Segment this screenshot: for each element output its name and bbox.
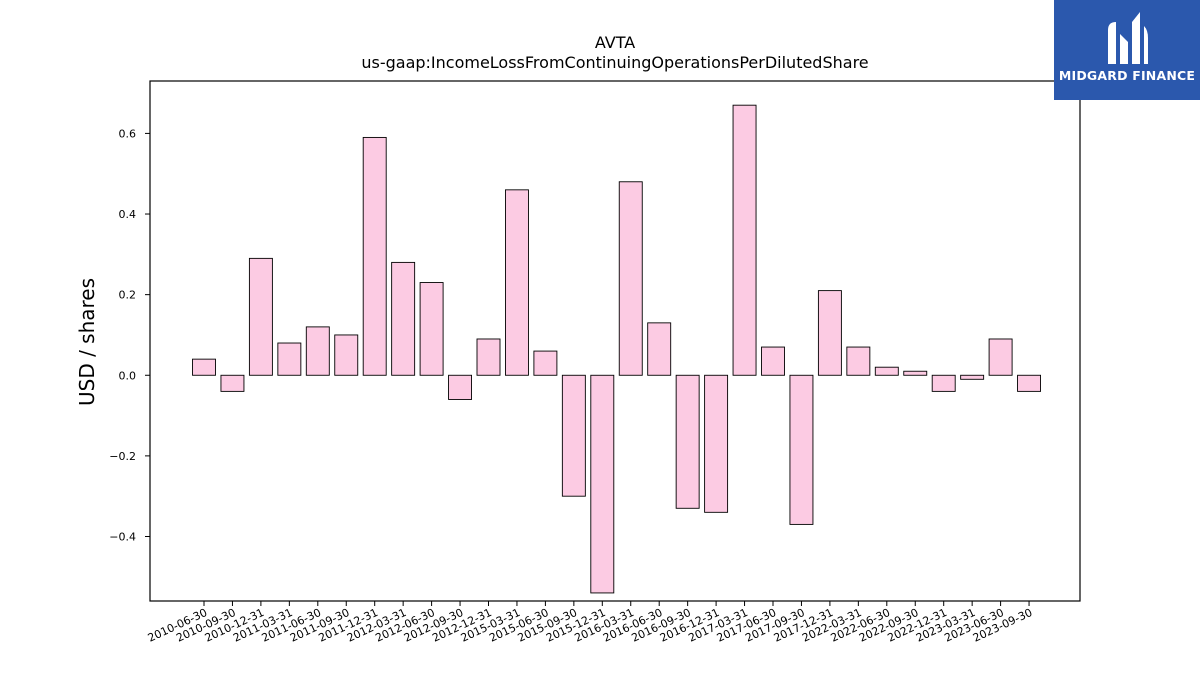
plot-frame <box>149 80 1081 602</box>
bar-2017-06-30 <box>761 346 785 376</box>
bar-2011-06-30 <box>305 326 330 376</box>
bar-2012-12-31 <box>476 338 501 376</box>
y-tick-label: 0.0 <box>119 369 137 382</box>
bar-2016-12-31 <box>704 374 729 513</box>
chart-title: AVTA <box>595 33 635 52</box>
bar-2017-03-31 <box>732 104 757 376</box>
bar-2016-09-30 <box>675 374 700 509</box>
y-tick-label: 0.2 <box>119 289 137 302</box>
y-axis: −0.4 −0.2 0.0 0.2 0.4 0.6 <box>109 127 150 544</box>
bar-2017-09-30 <box>789 374 814 525</box>
bar-2016-03-31 <box>618 181 643 376</box>
bar-2022-12-31 <box>931 374 956 392</box>
x-axis: 2010-06-302010-09-302010-12-312011-03-31… <box>146 601 1034 645</box>
bar-2010-09-30 <box>220 374 245 392</box>
bar-2011-09-30 <box>334 334 359 376</box>
y-tick-label: 0.4 <box>119 208 137 221</box>
bar-2011-03-31 <box>277 342 302 376</box>
bar-2023-03-31 <box>960 374 985 380</box>
y-tick-label: −0.4 <box>109 531 136 544</box>
chart-subtitle: us-gaap:IncomeLossFromContinuingOperatio… <box>361 53 868 72</box>
bar-2011-12-31 <box>362 136 387 376</box>
bar-2015-06-30 <box>533 350 558 376</box>
brand-logo: MIDGARD FINANCE <box>1054 0 1200 100</box>
bar-2012-06-30 <box>419 282 444 376</box>
bar-2015-03-31 <box>505 189 529 376</box>
y-tick-label: −0.2 <box>109 450 136 463</box>
bars-group <box>192 104 1041 594</box>
y-axis-label: USD / shares <box>75 278 99 406</box>
bar-2015-09-30 <box>561 374 586 497</box>
bar-2023-09-30 <box>1017 374 1041 392</box>
midgard-m-logo-icon <box>1108 12 1148 64</box>
bar-2016-06-30 <box>647 322 672 376</box>
bar-2010-12-31 <box>248 257 273 376</box>
brand-name: MIDGARD FINANCE <box>1058 68 1196 83</box>
bar-2012-03-31 <box>391 261 416 376</box>
bar-2022-06-30 <box>874 366 899 376</box>
y-tick-label: 0.6 <box>119 127 137 140</box>
bar-2010-06-30 <box>192 358 216 376</box>
bar-2017-12-31 <box>817 290 842 376</box>
bar-2023-06-30 <box>988 338 1013 376</box>
bar-2012-09-30 <box>448 374 472 400</box>
bar-2022-09-30 <box>903 370 928 376</box>
bar-2015-12-31 <box>590 374 615 594</box>
bar-2022-03-31 <box>846 346 871 376</box>
